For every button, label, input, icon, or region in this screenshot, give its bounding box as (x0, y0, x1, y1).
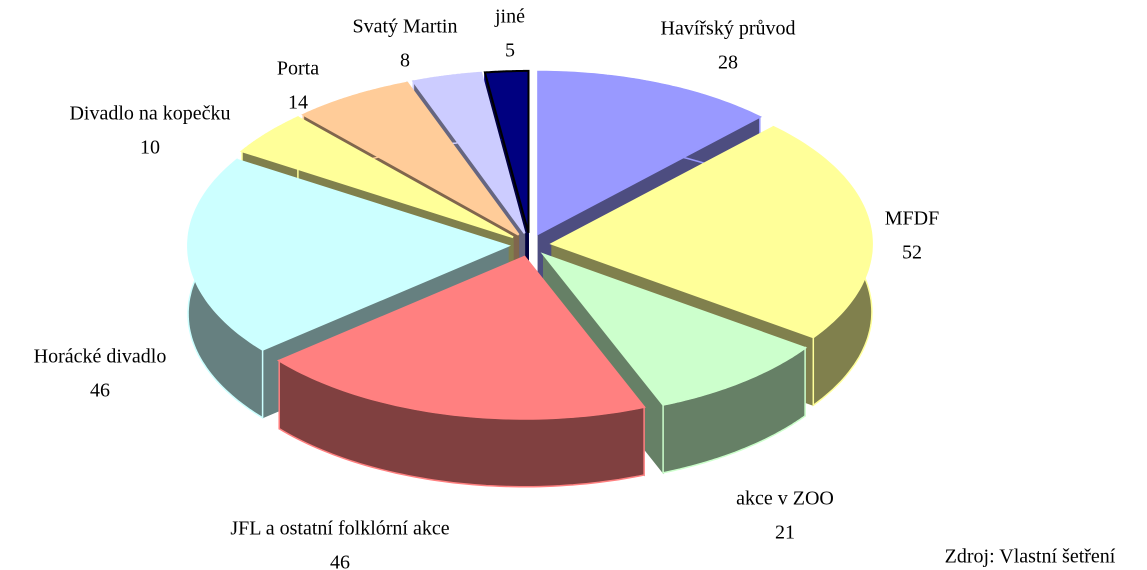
source-note: Zdroj: Vlastní šetření (945, 546, 1116, 568)
pie-slice (537, 70, 763, 236)
slice-value: 21 (775, 522, 795, 544)
slice-value: 46 (330, 552, 350, 570)
slice-value: 46 (90, 380, 110, 402)
slice-label: Svatý Martin (353, 16, 458, 38)
pie-slice (187, 158, 511, 351)
pie-slice (239, 116, 514, 239)
slice-label: Havířský průvod (661, 18, 796, 40)
slice-value: 5 (505, 40, 515, 62)
slice-label: akce v ZOO (736, 488, 834, 510)
slice-group (276, 255, 646, 488)
pie-slice (301, 81, 520, 236)
slice-value: 10 (140, 137, 160, 159)
slice-label: JFL a ostatní folklórní akce (230, 518, 449, 540)
slice-label: Porta (277, 58, 319, 80)
pie-slice (411, 71, 526, 234)
slice-label: Divadlo na kopečku (69, 103, 230, 125)
slice-value: 52 (902, 242, 922, 264)
slice-value: 14 (288, 92, 308, 114)
slice-value: 8 (400, 50, 410, 72)
pie-slice (540, 252, 808, 406)
pie-slice (549, 125, 873, 339)
slice-label: jiné (494, 6, 525, 28)
pie-slice (483, 69, 530, 234)
slice-label: MFDF (885, 208, 939, 230)
pie-slice (276, 255, 646, 420)
slice-value: 28 (718, 52, 738, 74)
slice-label: Horácké divadlo (34, 346, 167, 368)
